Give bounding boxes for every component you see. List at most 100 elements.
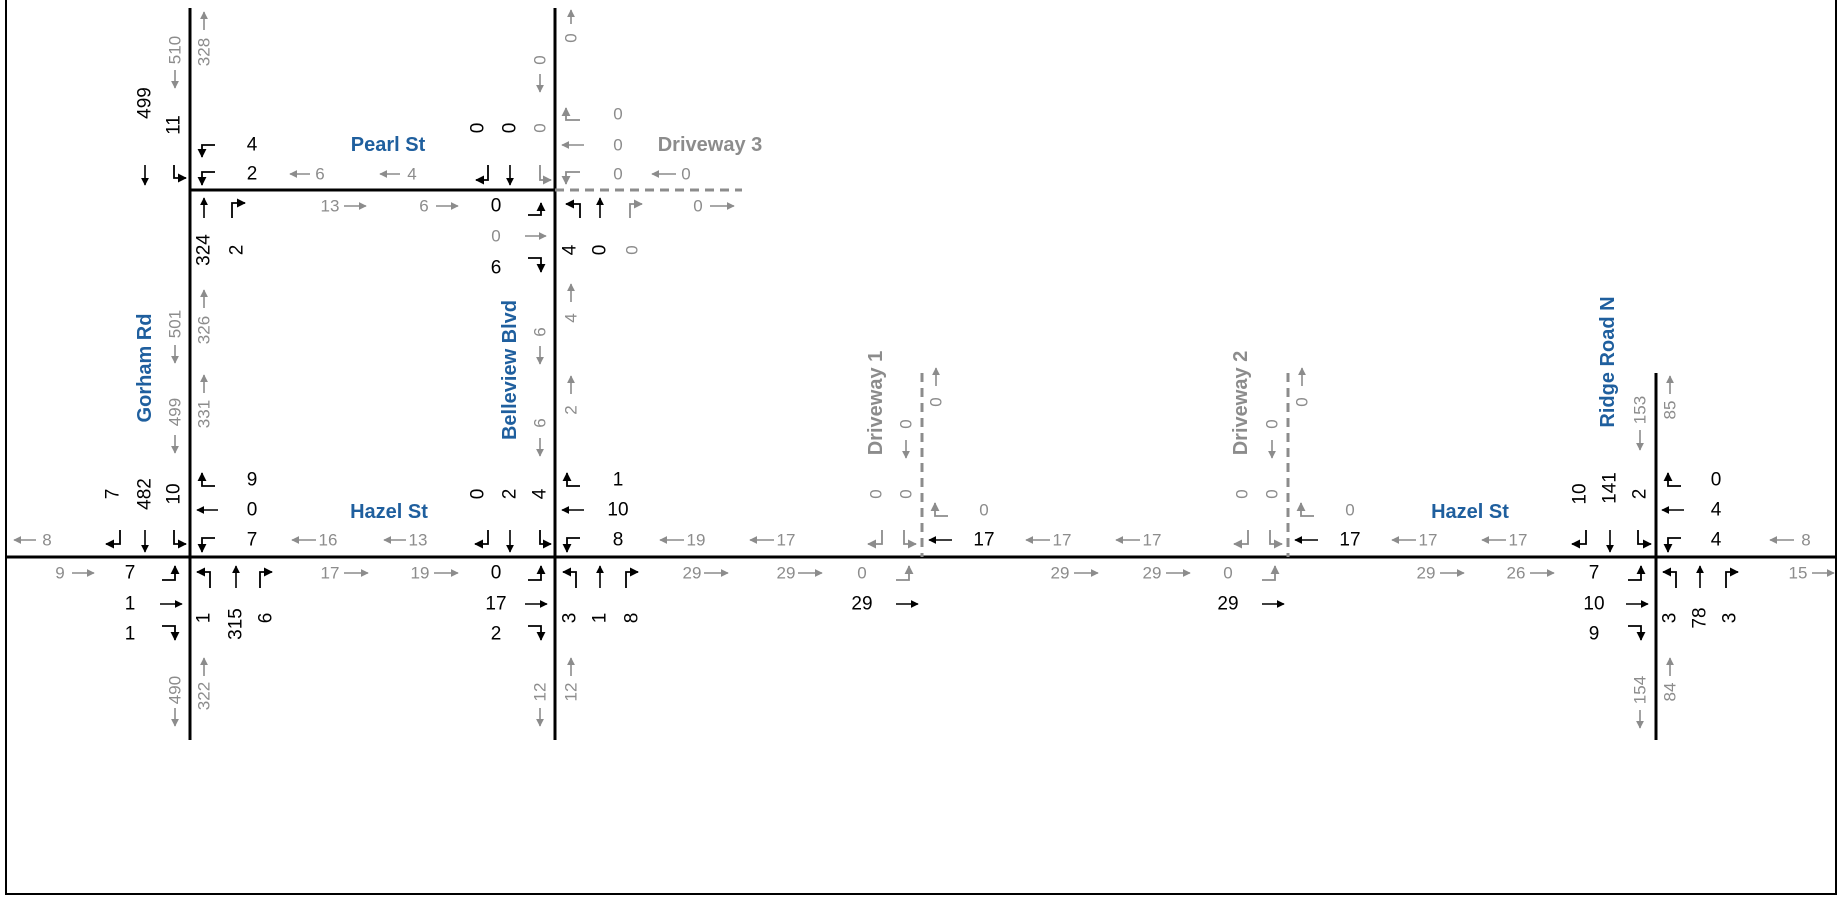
- turn-volume: 17: [1143, 531, 1162, 550]
- turn-volume: 0: [867, 489, 886, 498]
- nb-left-arrow: [562, 567, 577, 588]
- driveway-3-name: Driveway 3: [658, 134, 763, 156]
- wb-left-arrow: [561, 171, 580, 185]
- turn-volume: 6: [531, 327, 550, 336]
- turn-volume: 0: [531, 123, 550, 132]
- turn-volume: 154: [1631, 676, 1650, 704]
- turn-volume: 2: [491, 624, 502, 645]
- turn-volume: 0: [468, 123, 489, 134]
- turn-volume: 4: [407, 165, 416, 184]
- turn-volume: 1: [194, 613, 215, 624]
- turn-volume: 501: [166, 310, 185, 338]
- turn-volume: 12: [531, 683, 550, 702]
- wb-left-arrow: [197, 171, 215, 186]
- turn-volume: 326: [195, 316, 214, 344]
- turn-volume: 15: [1789, 564, 1808, 583]
- turn-volume: 16: [319, 531, 338, 550]
- turn-volume: 0: [693, 197, 702, 216]
- turn-volume: 0: [468, 489, 489, 500]
- turn-volume: 0: [491, 227, 500, 246]
- turn-volume: 13: [409, 531, 428, 550]
- wb-right-arrow: [561, 107, 580, 121]
- nb-left-arrow: [1662, 567, 1677, 588]
- turn-volume: 19: [411, 564, 430, 583]
- turn-volume: 0: [897, 489, 916, 498]
- turn-volume: 17: [1509, 531, 1528, 550]
- nb-right-arrow: [259, 567, 273, 588]
- turn-volume: 0: [979, 501, 988, 520]
- turn-volume: 9: [1589, 624, 1600, 645]
- turn-volume: 0: [857, 564, 866, 583]
- turn-volume: 6: [315, 165, 324, 184]
- turn-volume: 7: [125, 563, 136, 584]
- turn-volume: 4: [562, 313, 581, 322]
- turn-volume: 0: [927, 397, 946, 406]
- nb-left-arrow: [565, 199, 581, 218]
- turn-volume: 29: [1143, 564, 1162, 583]
- turn-volume: 17: [1419, 531, 1438, 550]
- turn-volume: 17: [1339, 530, 1360, 551]
- sb-left-arrow: [173, 165, 187, 183]
- wb-right-arrow: [197, 472, 215, 487]
- turn-volume: 9: [247, 470, 258, 491]
- sb-right-arrow: [867, 530, 883, 549]
- eb-left-arrow: [1262, 565, 1280, 581]
- turn-volume: 331: [195, 400, 214, 428]
- turn-volume: 29: [1051, 564, 1070, 583]
- eb-left-arrow: [528, 202, 546, 216]
- sb-left-arrow: [539, 165, 552, 185]
- turn-volume: 12: [562, 683, 581, 702]
- turn-volume: 29: [1417, 564, 1436, 583]
- turn-volume: 4: [1711, 530, 1722, 551]
- turn-volume: 3: [1720, 613, 1741, 624]
- turn-volume: 8: [622, 613, 643, 624]
- turn-volume: 9: [55, 564, 64, 583]
- turn-volume: 17: [777, 531, 796, 550]
- turn-volume: 328: [195, 38, 214, 66]
- eb-left-arrow: [1628, 565, 1646, 581]
- turn-volume: 510: [166, 36, 185, 64]
- turn-volume: 315: [226, 608, 247, 640]
- volume-labels-layer: Pearl St Driveway 3 Gorham Rd Belleview Blv…: [42, 33, 1810, 710]
- turn-volume: 3: [560, 613, 581, 624]
- turn-volume: 29: [1217, 594, 1238, 615]
- turn-volume: 0: [1233, 489, 1252, 498]
- turn-volume: 26: [1507, 564, 1526, 583]
- turn-volume: 490: [166, 676, 185, 704]
- turn-volume: 0: [562, 33, 581, 42]
- turn-volume: 324: [194, 234, 215, 266]
- turn-volume: 4: [247, 135, 258, 156]
- turn-volume: 2: [1630, 489, 1651, 500]
- eb-left-arrow: [528, 565, 546, 581]
- turn-volume: 141: [1600, 472, 1621, 504]
- roads-layer: [6, 8, 1837, 740]
- turn-volume: 4: [530, 488, 551, 499]
- turn-volume: 0: [1711, 470, 1722, 491]
- turn-volume: 0: [531, 55, 550, 64]
- turn-volume: 0: [613, 165, 622, 184]
- turn-volume: 0: [1345, 501, 1354, 520]
- turn-volume: 6: [256, 613, 277, 624]
- turn-volume: 7: [1589, 563, 1600, 584]
- turn-volume: 19: [687, 531, 706, 550]
- wb-right-arrow: [930, 502, 948, 517]
- eb-left-arrow: [896, 565, 914, 581]
- turn-volume: 0: [681, 165, 690, 184]
- wb-left-arrow: [1663, 537, 1681, 553]
- turn-volume: 13: [321, 197, 340, 216]
- sb-left-arrow: [173, 530, 187, 549]
- turn-volume: 482: [135, 478, 156, 510]
- turn-volume: 10: [1570, 483, 1591, 504]
- turn-volume: 17: [321, 564, 340, 583]
- turn-volume: 8: [613, 530, 624, 551]
- turn-volume: 8: [42, 531, 51, 550]
- sb-left-arrow: [539, 530, 552, 549]
- turn-volume: 0: [613, 136, 622, 155]
- eb-left-arrow: [162, 565, 180, 581]
- wb-right-arrow: [1663, 472, 1681, 487]
- wb-left-arrow: [562, 537, 580, 553]
- turn-volume: 4: [1711, 500, 1722, 521]
- turn-volume: 2: [227, 245, 248, 256]
- nb-right-arrow: [625, 567, 639, 588]
